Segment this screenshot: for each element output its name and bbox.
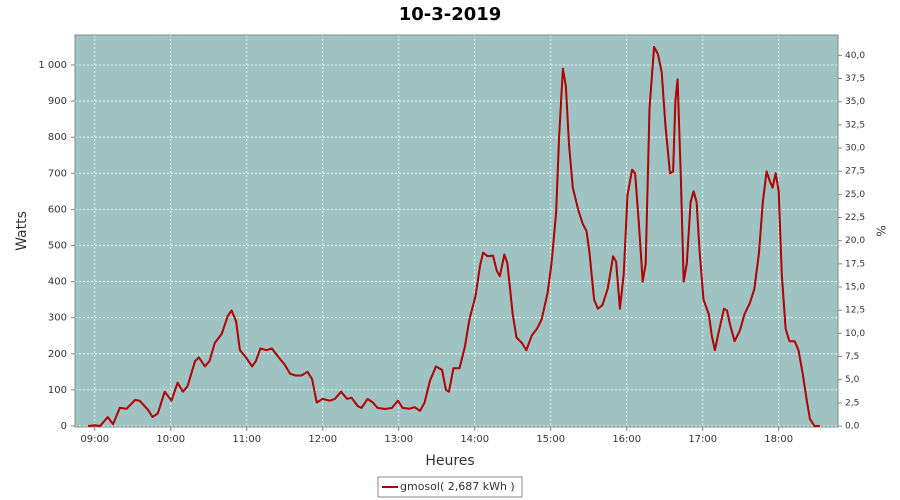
y-tick-label: 0	[61, 421, 67, 432]
x-tick-label: 18:00	[764, 434, 793, 445]
y-tick-label: 700	[48, 168, 67, 179]
x-tick-label: 14:00	[460, 434, 489, 445]
y-tick-label: 600	[48, 204, 67, 215]
data-line	[87, 45, 820, 427]
y-tick-label: 400	[48, 277, 67, 288]
y2-tick-label: 12,5	[845, 306, 865, 316]
y-tick-label: 900	[48, 96, 67, 107]
y2-tick-label: 32,5	[845, 120, 865, 130]
y2-tick-label: 27,5	[845, 167, 865, 177]
x-tick-label: 09:00	[80, 434, 109, 445]
legend-label: gmosol( 2,687 kWh )	[400, 480, 515, 493]
x-tick-label: 12:00	[308, 434, 337, 445]
y2-tick-label: 10,0	[845, 329, 865, 339]
y2-tick-label: 17,5	[845, 259, 865, 269]
y2-tick-label: 20,0	[845, 236, 865, 246]
y2-tick-label: 0,0	[845, 422, 860, 432]
y-axis-label: Watts	[14, 211, 30, 251]
plot-frame	[74, 34, 839, 428]
y2-tick-label: 7,5	[845, 352, 859, 362]
x-tick-label: 15:00	[536, 434, 565, 445]
x-axis-label: Heures	[425, 453, 474, 469]
y2-tick-label: 2,5	[845, 398, 859, 408]
legend-box	[377, 476, 523, 498]
y2-tick-label: 40,0	[845, 51, 865, 61]
y-tick-label: 1 000	[38, 60, 67, 71]
x-tick-label: 13:00	[384, 434, 413, 445]
y-tick-label: 200	[48, 349, 67, 360]
y-tick-label: 100	[48, 385, 67, 396]
x-tick-label: 10:00	[156, 434, 185, 445]
y2-tick-label: 25,0	[845, 190, 865, 200]
y-tick-label: 800	[48, 132, 67, 143]
y2-tick-label: 22,5	[845, 213, 865, 223]
y-tick-label: 300	[48, 313, 67, 324]
y2-tick-label: 5,0	[845, 375, 860, 385]
y2-tick-label: 35,0	[845, 97, 865, 107]
x-tick-label: 17:00	[688, 434, 717, 445]
y2-axis-label: %	[874, 225, 888, 236]
y2-tick-label: 30,0	[845, 144, 865, 154]
chart-title: 10-3-2019	[399, 4, 502, 25]
x-tick-label: 16:00	[612, 434, 641, 445]
y2-tick-label: 37,5	[845, 74, 865, 84]
y-tick-label: 500	[48, 240, 67, 251]
y2-tick-label: 15,0	[845, 283, 865, 293]
x-tick-label: 11:00	[232, 434, 261, 445]
